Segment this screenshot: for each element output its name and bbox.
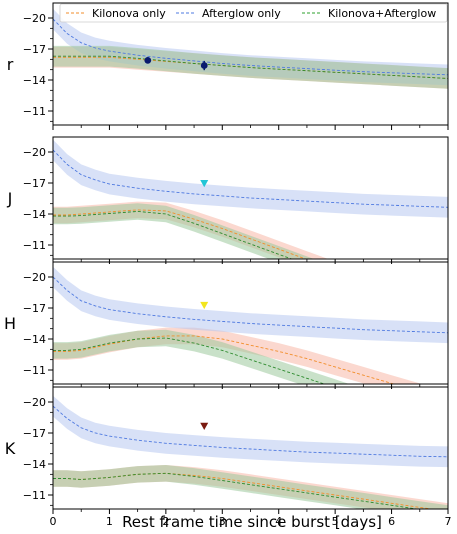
panels: −20−17−14−11r−20−17−14−11J−20−17−14−11H−…: [4, 2, 452, 528]
legend-label: Kilonova+Afterglow: [328, 7, 436, 20]
panel-plot-area: [53, 395, 448, 509]
panel-plot-area: [53, 139, 448, 259]
panel-H: −20 −17 −14 −11 H: [4, 261, 449, 389]
y-tick-label: −17: [23, 177, 46, 190]
afterglow-line: [53, 276, 448, 334]
panel-plot-area: [53, 266, 448, 384]
x-axis-label: Rest frame time since burst [days]: [122, 513, 382, 531]
y-tick-label: −14: [23, 333, 46, 346]
y-tick-label: −14: [23, 74, 46, 87]
x-tick-label: 7: [445, 515, 452, 528]
x-tick-label: 1: [106, 515, 113, 528]
y-tick-label: −11: [23, 489, 46, 502]
kilonova-line: [53, 209, 307, 259]
upper-limit-marker: [200, 301, 209, 310]
combined-line: [53, 55, 448, 79]
observation-point: [200, 62, 208, 69]
afterglow-band: [53, 139, 448, 218]
y-tick-label: −20: [23, 12, 46, 25]
legend-box: [59, 3, 448, 23]
x-tick-label: 3: [219, 515, 226, 528]
x-tick-label: 5: [332, 515, 339, 528]
legend-label: Afterglow only: [202, 7, 281, 20]
upper-limit-marker: [200, 180, 209, 188]
combined-line: [53, 472, 420, 509]
legend-label: Kilonova only: [92, 7, 166, 20]
y-tick-label: −20: [23, 271, 46, 284]
y-tick-label: −11: [23, 239, 46, 252]
panel-J: −20 −17 −14 −11 J: [7, 136, 449, 264]
observation-point: [144, 56, 152, 64]
y-tick-label: −14: [23, 208, 46, 221]
y-tick-label: −17: [23, 427, 46, 440]
afterglow-line: [53, 149, 448, 208]
combined-line: [53, 337, 326, 384]
y-tick-label: −20: [23, 396, 46, 409]
x-tick-label: 4: [275, 515, 282, 528]
combined-band: [53, 203, 315, 259]
y-tick-label: −17: [23, 43, 46, 56]
combined-band: [53, 329, 350, 384]
y-tick-label: −11: [23, 105, 46, 118]
band-label-K: K: [5, 439, 16, 458]
panel-r: −20 −17 −14 −11 r: [7, 2, 449, 130]
x-tick-label: 2: [162, 515, 169, 528]
y-tick-label: −17: [23, 302, 46, 315]
y-tick-label: −14: [23, 458, 46, 471]
legend: Kilonova only Afterglow only Kilonova+Afte…: [59, 3, 448, 23]
x-tick-label: 0: [50, 515, 57, 528]
afterglow-band: [53, 266, 448, 344]
afterglow-line: [53, 405, 448, 458]
afterglow-band: [53, 395, 448, 468]
upper-limit-marker: [200, 422, 209, 430]
panel-K: −20 −17 −14 −11 K: [5, 386, 449, 514]
y-tick-label: −20: [23, 146, 46, 159]
band-label-H: H: [4, 314, 16, 333]
band-label-r: r: [7, 55, 14, 74]
y-tick-label: −11: [23, 364, 46, 377]
kilonova-line: [53, 335, 396, 384]
afterglow-line: [53, 18, 448, 76]
combined-band: [53, 465, 448, 509]
combined-line: [53, 210, 293, 259]
band-label-J: J: [7, 189, 13, 208]
x-tick-label: 6: [388, 515, 395, 528]
panel-plot-area: [53, 8, 448, 89]
